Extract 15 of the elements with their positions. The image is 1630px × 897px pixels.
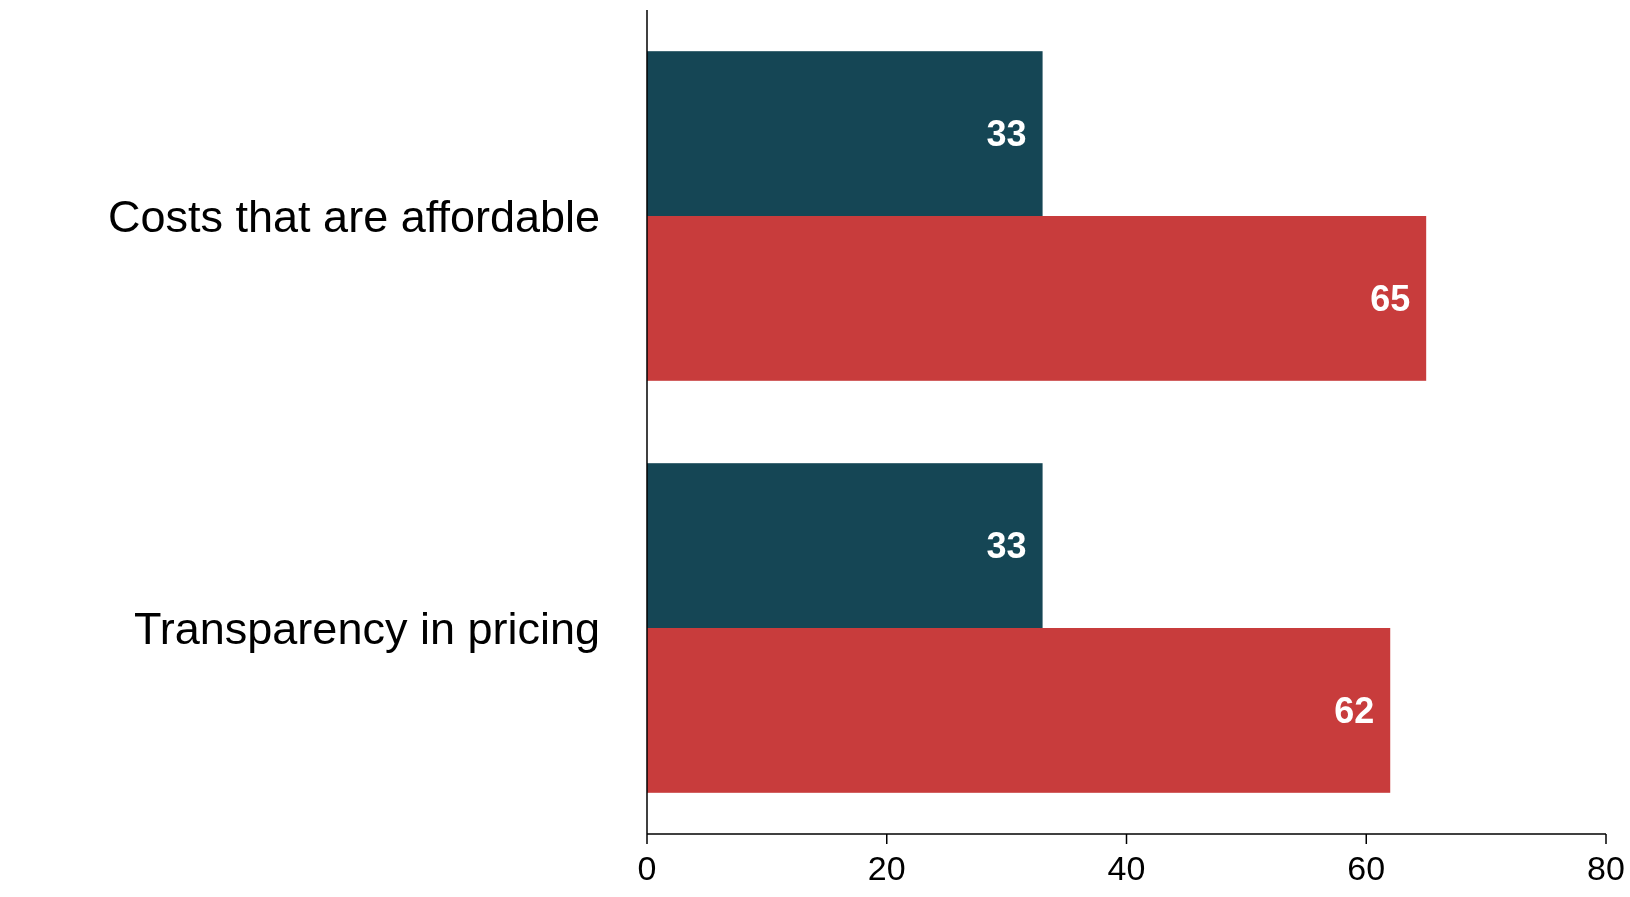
data-label: 62 xyxy=(1334,690,1375,731)
data-label: 65 xyxy=(1370,278,1411,319)
x-tick-label: 0 xyxy=(637,849,657,887)
bar xyxy=(647,463,1043,628)
y-tick-label: Costs that are affordable xyxy=(108,190,600,242)
x-tick-label: 60 xyxy=(1347,849,1386,887)
data-label: 33 xyxy=(986,113,1027,155)
bar xyxy=(647,51,1043,216)
x-tick-label: 80 xyxy=(1587,849,1625,887)
y-tick-label: Transparency in pricing xyxy=(133,602,600,654)
bar xyxy=(647,628,1391,793)
data-label: 33 xyxy=(986,525,1027,567)
bar xyxy=(647,216,1427,381)
x-tick-label: 20 xyxy=(867,849,906,887)
x-tick-label: 40 xyxy=(1107,849,1146,887)
